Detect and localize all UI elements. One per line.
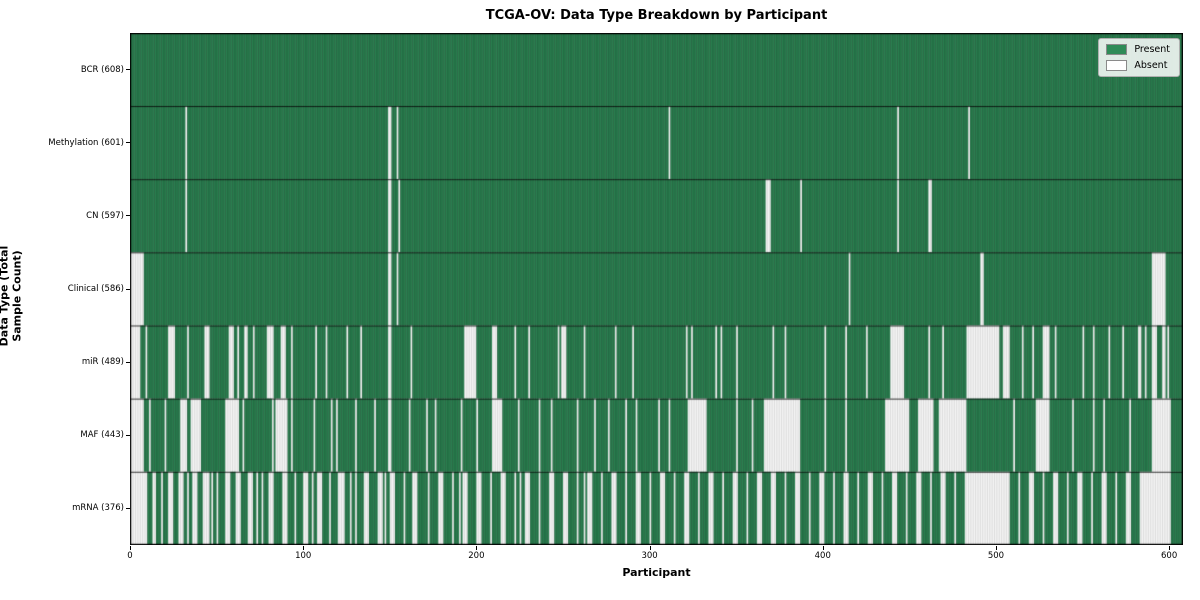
- legend-absent-label: Absent: [1134, 60, 1168, 71]
- y-tick-label-clinical: Clinical (586): [67, 284, 124, 294]
- x-tick-label: 600: [1161, 551, 1178, 561]
- y-tick-label-bcr: BCR (608): [80, 64, 124, 75]
- chart-title: TCGA-OV: Data Type Breakdown by Particip…: [485, 8, 828, 23]
- x-tickmark: [649, 546, 651, 550]
- y-tick-label-methylation: Methylation (601): [48, 137, 124, 148]
- heatmap-plot-area: [130, 33, 1183, 545]
- y-tick-label-maf: MAF (443): [80, 430, 124, 441]
- legend-item-present: Present: [1106, 44, 1170, 55]
- x-axis-label: Participant: [622, 566, 691, 579]
- legend-present-label: Present: [1134, 44, 1170, 55]
- x-tick-label: 400: [814, 551, 831, 561]
- y-tick-label-cn: CN (597): [86, 210, 124, 221]
- y-tickmark: [126, 361, 130, 363]
- x-tickmark: [995, 546, 997, 550]
- y-axis-label: Data Type (Total Sample Count): [0, 245, 24, 347]
- y-tickmark: [126, 69, 130, 71]
- x-tick-label: 0: [127, 551, 133, 561]
- x-tickmark: [476, 546, 478, 550]
- legend-item-absent: Absent: [1106, 60, 1170, 71]
- y-tickmark: [126, 288, 130, 290]
- y-tickmark: [126, 215, 130, 217]
- x-tick-label: 300: [641, 551, 658, 561]
- x-tickmark: [130, 546, 131, 550]
- y-tick-label-mir: miR (489): [81, 357, 124, 368]
- x-tickmark: [303, 546, 305, 550]
- x-tickmark: [822, 546, 824, 550]
- x-tick-label: 100: [295, 551, 312, 561]
- present-swatch-icon: [1106, 44, 1128, 55]
- x-tick-label: 200: [468, 551, 485, 561]
- y-tickmark: [126, 142, 130, 144]
- legend: Present Absent: [1098, 38, 1180, 77]
- y-tickmark: [126, 507, 130, 509]
- y-tick-label-mrna: mRNA (376): [72, 503, 124, 514]
- x-tickmark: [1169, 546, 1171, 550]
- absent-swatch-icon: [1106, 60, 1128, 71]
- y-tickmark: [126, 434, 130, 436]
- x-tick-label: 500: [987, 551, 1005, 561]
